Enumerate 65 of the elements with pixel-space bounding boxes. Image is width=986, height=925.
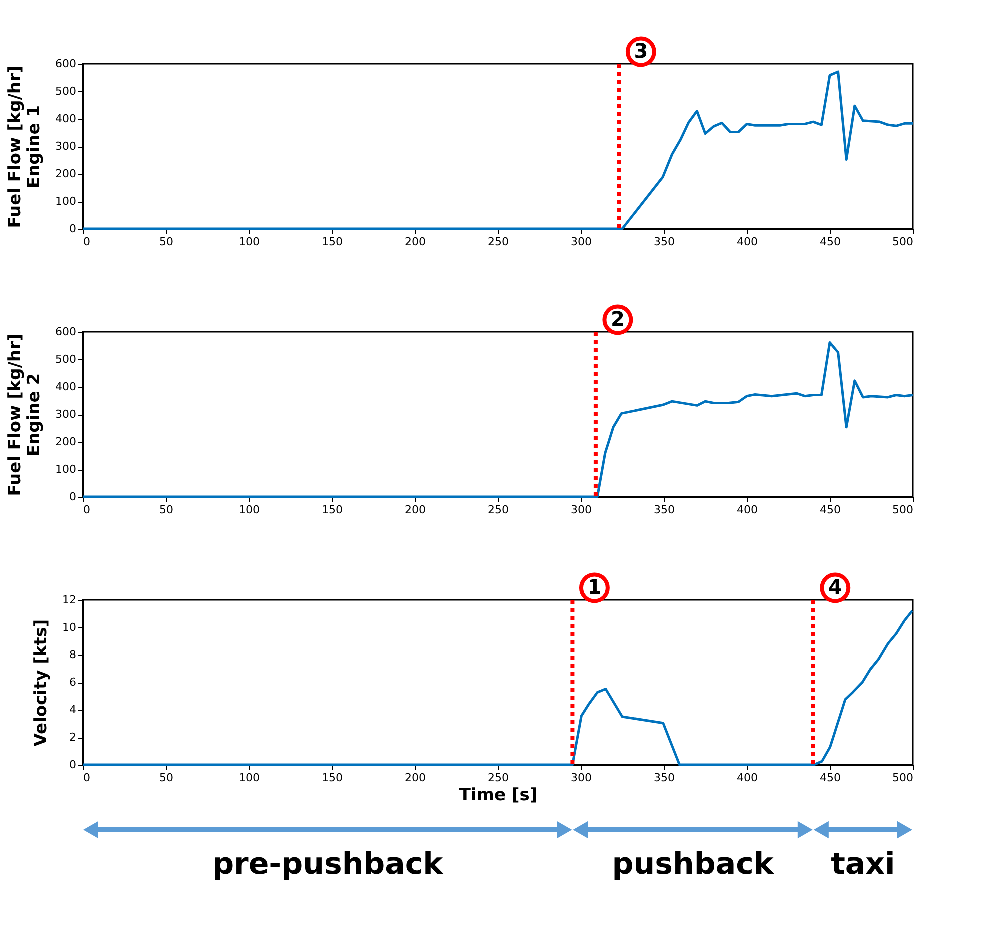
x-tick-label: 250 (488, 504, 509, 516)
x-tick-label: 450 (820, 504, 841, 516)
x-tick-label: 500 (892, 772, 914, 784)
x-tick-label: 150 (322, 504, 343, 516)
annotation: 1 (588, 575, 602, 599)
y-tick-label: 10 (62, 621, 76, 634)
x-tick-label: 100 (239, 504, 260, 516)
y-axis-title: Velocity [kts] (32, 619, 52, 747)
x-tick-label: 100 (239, 772, 260, 784)
x-tick-label: 200 (405, 504, 426, 516)
x-tick-label: 0 (84, 504, 90, 516)
y-axis-title: Fuel Flow [kg/hr] Engine 2 (6, 334, 45, 496)
x-tick-label: 200 (405, 236, 426, 248)
y-tick-label: 500 (56, 85, 76, 98)
y-tick-label: 0 (70, 222, 76, 236)
x-tick-label: 0 (84, 772, 90, 784)
annotation: 3 (634, 39, 648, 63)
x-tick-label: 500 (892, 236, 914, 248)
text: taxi (831, 847, 896, 882)
y-tick-label: 600 (56, 58, 76, 70)
y-tick-label: 2 (70, 731, 76, 744)
x-axis-title: Time [s] (459, 786, 538, 806)
x-tick-label: 250 (488, 236, 509, 248)
x-tick-label: 150 (322, 772, 343, 784)
y-tick-label: 4 (70, 704, 76, 716)
x-tick-label: 300 (571, 772, 592, 784)
y-tick-label: 200 (56, 168, 76, 180)
y-tick-label: 8 (70, 648, 76, 662)
y-tick-label: 6 (70, 676, 76, 689)
y-axis-title: Fuel Flow [kg/hr] Engine 1 (6, 66, 45, 228)
y-tick-label: 0 (70, 490, 76, 504)
x-tick-label: 300 (571, 504, 592, 516)
y-tick-label: 400 (56, 112, 76, 126)
x-tick-label: 400 (737, 504, 758, 516)
x-tick-label: 50 (160, 772, 174, 784)
text: pre-pushback (212, 847, 444, 882)
x-tick-label: 0 (84, 236, 90, 248)
x-tick-label: 50 (160, 236, 174, 248)
y-tick-label: 300 (56, 408, 76, 421)
x-tick-label: 450 (820, 772, 841, 784)
y-tick-label: 100 (56, 195, 76, 208)
y-tick-label: 500 (56, 353, 76, 366)
annotation: 4 (828, 575, 842, 599)
x-tick-label: 450 (820, 236, 841, 248)
x-tick-label: 350 (654, 772, 675, 784)
y-tick-label: 100 (56, 463, 76, 476)
x-tick-label: 350 (654, 236, 675, 248)
y-tick-label: 300 (56, 140, 76, 153)
x-tick-label: 150 (322, 236, 343, 248)
x-tick-label: 400 (737, 772, 758, 784)
y-tick-label: 0 (70, 758, 76, 772)
y-tick-label: 12 (62, 594, 76, 606)
x-tick-label: 250 (488, 772, 509, 784)
x-tick-label: 100 (239, 236, 260, 248)
text: pushback (612, 847, 775, 882)
y-tick-label: 400 (56, 380, 76, 394)
y-tick-label: 200 (56, 436, 76, 448)
x-tick-label: 50 (160, 504, 174, 516)
y-tick-label: 600 (56, 326, 76, 338)
x-tick-label: 500 (892, 504, 914, 516)
x-tick-label: 300 (571, 236, 592, 248)
annotation: 2 (610, 307, 625, 331)
x-tick-label: 400 (737, 236, 758, 248)
x-tick-label: 350 (654, 504, 675, 516)
x-tick-label: 200 (405, 772, 426, 784)
